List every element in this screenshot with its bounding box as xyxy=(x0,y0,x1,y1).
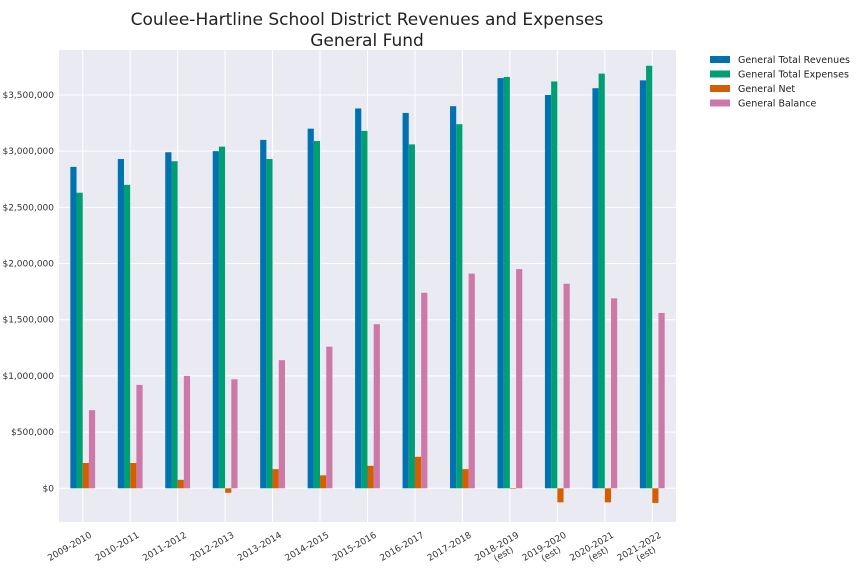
bar xyxy=(592,88,599,489)
bar xyxy=(225,488,232,493)
bar xyxy=(117,159,124,489)
bar xyxy=(509,488,517,489)
x-tick-label: 2010-2011 xyxy=(94,531,141,564)
bar xyxy=(563,283,570,489)
bar xyxy=(450,106,457,489)
bar xyxy=(212,151,219,489)
bar xyxy=(414,456,422,489)
x-axis: 2009-2010 2010-2011 2011-2012 2012-2013 2013… xyxy=(46,531,668,573)
bar xyxy=(658,312,665,489)
legend-label: General Total Expenses xyxy=(738,70,849,81)
x-tick-label: 2012-2013 xyxy=(189,531,236,564)
bar xyxy=(171,161,178,489)
bar xyxy=(408,144,415,489)
x-tick-label: 2021-2022(est) xyxy=(616,531,668,573)
legend-label: General Net xyxy=(738,84,795,95)
y-tick-label: $2,000,000 xyxy=(2,260,54,270)
bar xyxy=(468,273,475,489)
bar xyxy=(320,475,327,489)
bar xyxy=(402,112,409,489)
legend-label: General Total Revenues xyxy=(738,55,850,66)
bar xyxy=(598,73,605,489)
x-tick-label: 2009-2010 xyxy=(46,531,94,564)
y-tick-label: $2,500,000 xyxy=(2,203,54,213)
bar xyxy=(503,76,510,489)
legend-swatch xyxy=(710,85,730,92)
bar xyxy=(652,488,659,503)
bar xyxy=(218,146,226,489)
bar xyxy=(266,159,273,489)
y-axis: $0 $500,000 $1,000,000 $1,500,000 $2,000,000… xyxy=(2,91,54,494)
x-tick-label: 2018-2019(est) xyxy=(473,531,526,573)
legend-swatch xyxy=(710,56,730,63)
bar xyxy=(361,130,368,489)
y-tick-label: $3,500,000 xyxy=(2,91,54,101)
bar xyxy=(544,94,552,489)
chart-title: Coulee-Hartline School District Revenues… xyxy=(131,10,604,30)
bar xyxy=(421,292,428,489)
bar xyxy=(130,463,137,489)
bar xyxy=(278,360,285,489)
chart-subtitle: General Fund xyxy=(310,31,424,51)
y-tick-label: $1,500,000 xyxy=(2,316,54,326)
bar xyxy=(123,184,131,489)
bar xyxy=(70,166,77,489)
bar xyxy=(88,410,96,489)
legend-swatch xyxy=(710,99,730,107)
legend: General Total Revenues General Total Expe… xyxy=(710,55,850,110)
y-tick-label: $1,000,000 xyxy=(2,372,54,382)
bar xyxy=(456,124,463,489)
bar xyxy=(516,269,523,489)
y-tick-label: $0 xyxy=(43,484,55,494)
x-tick-label: 2014-2015 xyxy=(284,531,331,564)
y-tick-label: $3,000,000 xyxy=(2,147,54,157)
bar xyxy=(367,465,374,489)
bar xyxy=(260,139,267,489)
bar xyxy=(551,81,558,489)
x-tick-label: 2016-2017 xyxy=(379,531,426,564)
bar xyxy=(355,108,362,489)
bar xyxy=(497,78,504,489)
bar xyxy=(177,479,184,489)
bar xyxy=(307,128,314,489)
legend-swatch xyxy=(710,70,730,78)
bar xyxy=(313,141,321,489)
bar xyxy=(326,346,333,489)
x-tick-label: 2017-2018 xyxy=(426,531,474,564)
x-tick-label: 2011-2012 xyxy=(141,531,188,564)
bar xyxy=(557,488,564,503)
bar xyxy=(272,469,279,489)
bar xyxy=(373,324,380,489)
bar xyxy=(639,80,647,489)
bar xyxy=(611,298,618,489)
y-tick-label: $500,000 xyxy=(11,428,54,438)
x-tick-label: 2019-2020(est) xyxy=(521,531,574,573)
bar xyxy=(183,375,191,489)
bar xyxy=(76,192,83,489)
bar xyxy=(165,152,172,489)
x-tick-label: 2013-2014 xyxy=(236,531,284,564)
x-tick-label: 2015-2016 xyxy=(331,531,379,564)
legend-label: General Balance xyxy=(738,99,817,110)
x-tick-label: 2020-2021(est) xyxy=(568,531,620,573)
bars xyxy=(70,65,665,503)
bar xyxy=(462,469,469,489)
bar xyxy=(136,384,143,489)
bar xyxy=(604,488,612,503)
bar xyxy=(82,463,89,489)
bar xyxy=(646,65,653,489)
bar xyxy=(231,379,238,489)
